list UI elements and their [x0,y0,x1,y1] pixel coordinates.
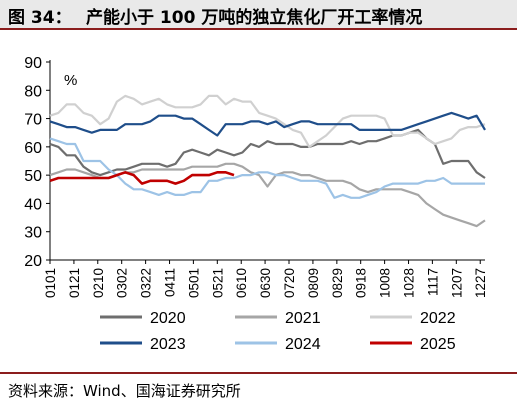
x-tick-label: 1028 [402,268,417,298]
x-tick-label: 0918 [354,268,369,298]
x-tick-label: 0809 [306,268,321,298]
x-tick-label: 0121 [67,268,82,298]
y-tick-label: 40 [24,196,42,213]
figure-header: 图 34： 产能小于 100 万吨的独立焦化厂开工率情况 [0,0,517,30]
source-note: 资料来源：Wind、国海证券研究所 [8,382,241,400]
x-tick-label: 0302 [115,268,130,298]
x-tick-label: 0210 [91,268,106,298]
series-line-2023 [49,111,486,137]
x-tick-label: 0720 [282,268,297,298]
x-tick-label: 0630 [258,268,273,298]
unit-label: % [64,72,77,89]
legend-label-2020: 2020 [150,310,186,327]
x-tick-label: 0521 [210,268,225,298]
x-tick-label: 0411 [163,268,178,297]
axes: 20 30 40 50 60 70 80 90% 0101 0121 0210 0302 0322 041… [24,55,488,298]
figure-footer: 资料来源：Wind、国海证券研究所 [0,372,517,404]
x-tick-label: 1227 [473,268,488,298]
y-tick-label: 20 [24,253,42,270]
x-tick-label: 1207 [449,268,464,298]
legend-label-2023: 2023 [150,336,186,353]
legend-label-2021: 2021 [285,310,321,327]
x-tick-label: 0101 [43,268,58,298]
series-line-2022 [49,94,486,149]
figure-number: 图 34： [8,8,72,28]
legend-label-2025: 2025 [420,336,456,353]
x-tick-label: 0829 [330,268,345,298]
series-lines [49,94,486,228]
y-tick-label: 90 [24,55,42,72]
x-tick-label: 0501 [186,268,201,298]
y-tick-label: 30 [24,225,42,242]
line-chart: 20 30 40 50 60 70 80 90% 0101 0121 0210 0302 0322 041… [24,55,488,353]
y-tick-label: 80 [24,83,42,100]
y-tick-label: 70 [24,112,42,129]
x-tick-label: 0322 [139,268,154,298]
x-tick-label: 1117 [425,268,440,296]
series-line-2025 [49,171,235,185]
y-tick-label: 60 [24,140,42,157]
legend: 2020 2021 2022 2023 2024 2025 [100,310,456,353]
x-tick-label: 1008 [378,268,393,298]
x-tick-label: 0610 [234,268,249,298]
series-line-2024 [49,137,485,199]
figure-title: 产能小于 100 万吨的独立焦化厂开工率情况 [86,8,423,28]
legend-label-2022: 2022 [420,310,456,327]
legend-label-2024: 2024 [285,336,321,353]
series-line-2020 [49,128,486,179]
y-tick-label: 50 [24,168,42,185]
